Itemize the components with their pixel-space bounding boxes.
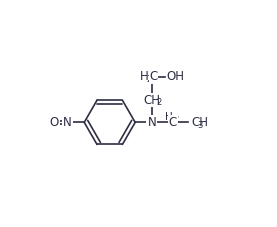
Text: C: C bbox=[149, 70, 157, 84]
Text: N: N bbox=[147, 116, 156, 129]
Text: 2: 2 bbox=[146, 75, 152, 84]
Text: OH: OH bbox=[166, 70, 184, 84]
Text: 3: 3 bbox=[197, 121, 202, 130]
Text: H: H bbox=[140, 70, 148, 84]
Text: CH: CH bbox=[192, 116, 209, 129]
Text: N: N bbox=[63, 116, 72, 129]
Text: C: C bbox=[169, 116, 177, 129]
Text: 2: 2 bbox=[157, 98, 162, 107]
Text: CH: CH bbox=[143, 94, 160, 107]
Text: H: H bbox=[165, 112, 173, 122]
Text: 2: 2 bbox=[173, 115, 178, 123]
Text: O: O bbox=[50, 116, 59, 129]
